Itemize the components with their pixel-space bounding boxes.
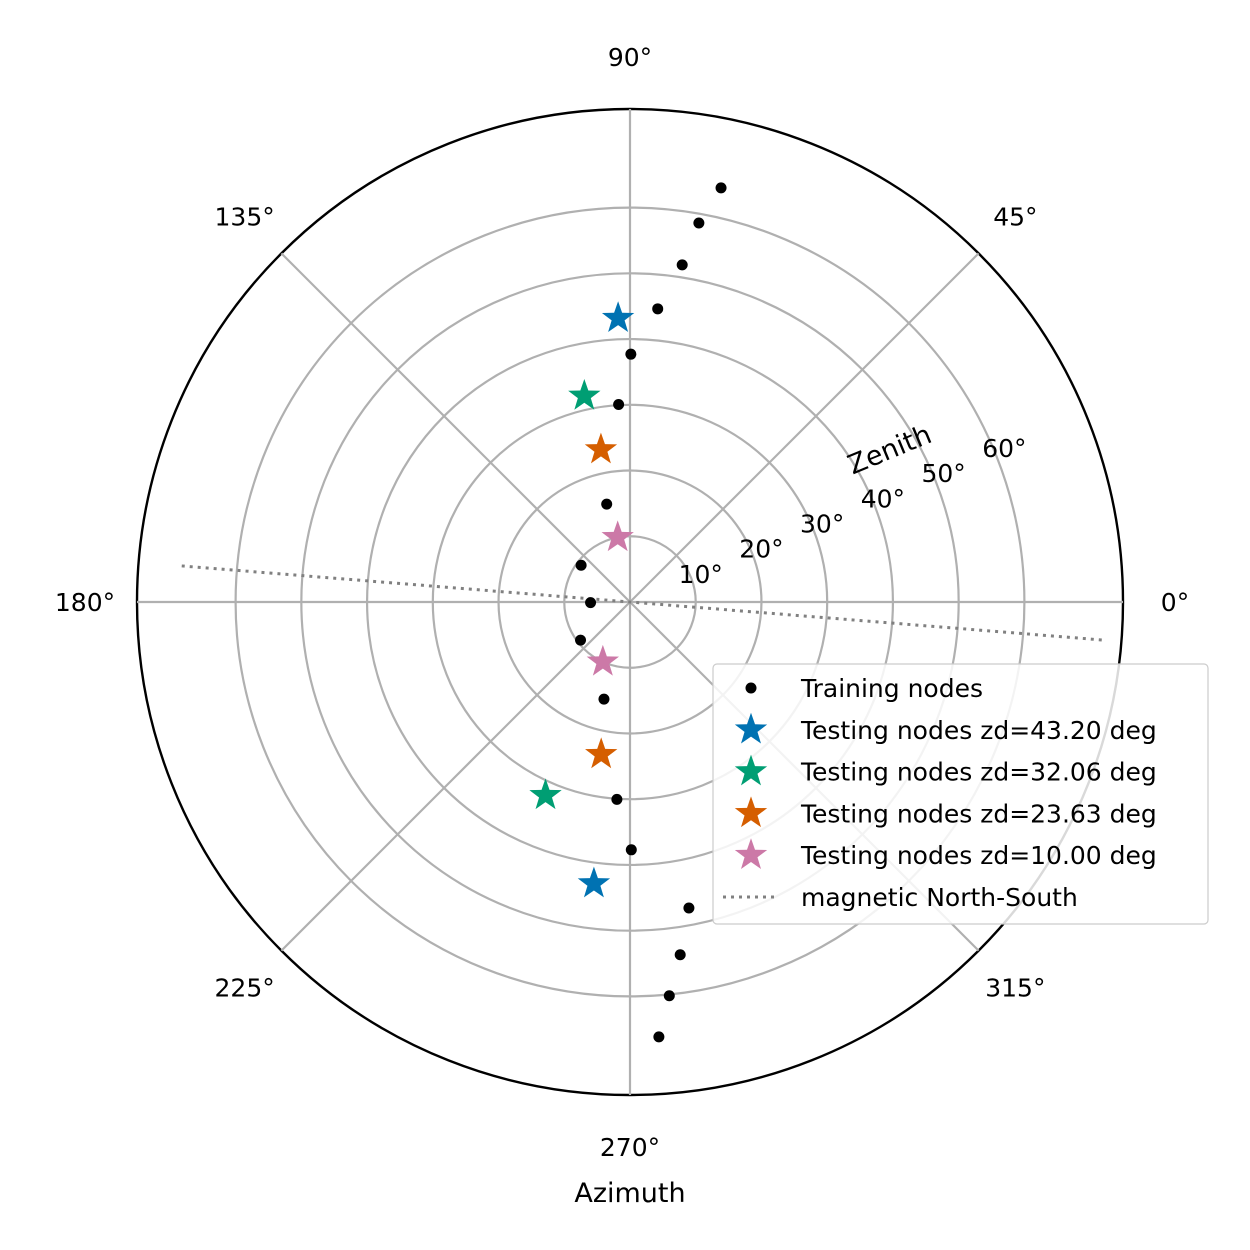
training-node-point <box>625 348 637 360</box>
testing-node-star <box>577 866 611 898</box>
legend-label: Testing nodes zd=23.63 deg <box>800 799 1157 828</box>
testing-node-star <box>585 737 618 769</box>
training-node-point <box>693 217 705 229</box>
training-node-point <box>598 693 610 705</box>
legend-frame <box>712 663 1209 925</box>
legend-label: Testing nodes zd=10.00 deg <box>800 841 1157 870</box>
legend-label: Testing nodes zd=43.20 deg <box>800 716 1157 745</box>
legend-label: magnetic North-South <box>801 883 1078 912</box>
testing-node-star <box>568 379 601 410</box>
legend-marker <box>745 682 757 694</box>
training-node-point <box>613 398 625 410</box>
training-node-point <box>674 949 686 961</box>
legend-marker <box>734 796 768 828</box>
angular-tick-label: 225° <box>215 973 275 1002</box>
angular-tick-label: 270° <box>600 1133 660 1162</box>
radial-tick-label: 50° <box>921 459 965 488</box>
testing-node-star <box>601 301 635 333</box>
marker-layer <box>529 182 727 1043</box>
radial-tick-label: 60° <box>982 434 1026 463</box>
training-node-point <box>575 634 587 646</box>
training-node-point <box>715 182 727 194</box>
legend-label: Training nodes <box>800 674 983 703</box>
training-node-point <box>575 559 587 571</box>
radial-tick-label: 40° <box>861 484 905 513</box>
x-axis-label: Azimuth <box>574 1178 685 1209</box>
angular-tick-label: 0° <box>1161 588 1189 617</box>
testing-node-star <box>586 644 620 676</box>
radial-tick-label: 10° <box>679 560 723 589</box>
angular-tick-label: 315° <box>985 973 1045 1002</box>
testing-node-star <box>584 432 618 464</box>
training-node-point <box>625 844 637 856</box>
angular-grid-layer <box>137 109 1123 1095</box>
north-south-line <box>177 564 1102 642</box>
legend-label: Testing nodes zd=32.06 deg <box>800 758 1157 787</box>
training-node-point <box>653 1031 665 1043</box>
angular-tick-label: 180° <box>55 588 115 617</box>
legend-marker <box>734 838 768 869</box>
training-node-point <box>652 303 664 315</box>
angular-grid-line <box>280 601 631 952</box>
training-node-point <box>601 498 613 510</box>
legend: Training nodes Testing nodes zd=43.20 deg… <box>712 663 1209 925</box>
training-node-point <box>676 259 688 271</box>
radial-tick-label: 30° <box>800 510 844 539</box>
training-node-point <box>683 902 695 914</box>
legend-marker <box>734 712 768 744</box>
angular-grid-line <box>280 252 631 603</box>
angular-grid-line <box>629 252 980 603</box>
testing-node-star <box>529 778 562 810</box>
training-node-point <box>585 597 597 609</box>
training-node-point <box>663 990 675 1002</box>
radial-tick-label: 20° <box>739 535 783 564</box>
tick-label-layer: 0° 45° 90° 135° 180° 225° 270° 315° 10° 20° 30° 40°… <box>55 43 1189 1162</box>
angular-tick-label: 135° <box>215 203 275 232</box>
angular-tick-label: 90° <box>608 43 652 72</box>
testing-node-star <box>601 520 634 552</box>
legend-marker <box>734 754 768 786</box>
north-south-line-layer <box>177 564 1102 642</box>
angular-tick-label: 45° <box>993 203 1037 232</box>
training-node-point <box>611 793 623 805</box>
